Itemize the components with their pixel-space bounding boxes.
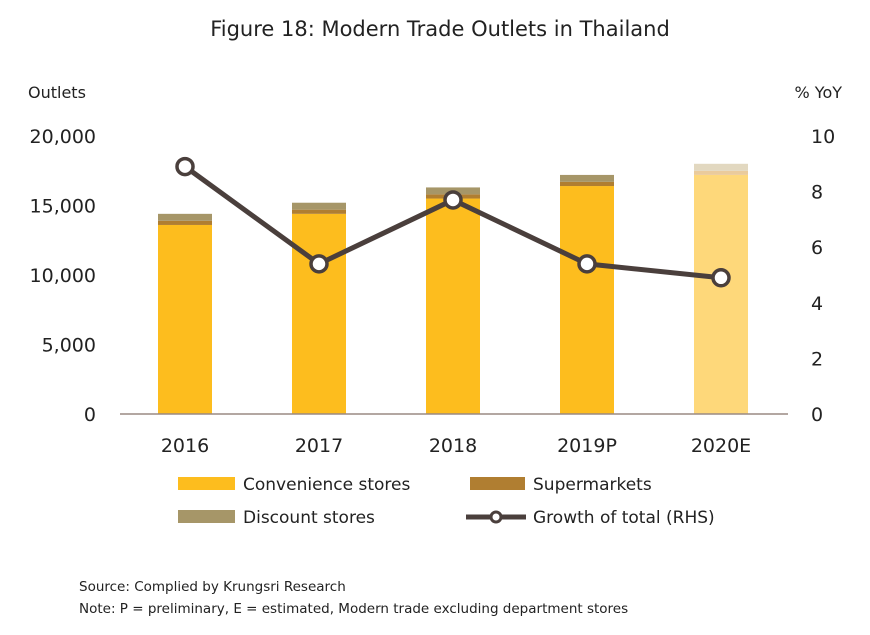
legend-swatch-convenience: [178, 477, 235, 490]
bar-discount-stores-2017: [292, 202, 346, 210]
category-label: 2016: [161, 435, 209, 457]
right-tick-label: 2: [811, 348, 823, 370]
bar-supermarkets-2017: [292, 209, 346, 214]
bar-convenience-stores-2016: [158, 224, 212, 414]
category-label: 2017: [295, 435, 343, 457]
right-axis-label: % YoY: [795, 83, 843, 102]
right-tick-label: 8: [811, 182, 823, 204]
bar-convenience-stores-2020e: [694, 174, 748, 414]
left-tick-label: 10,000: [30, 265, 96, 287]
legend-label-growth: Growth of total (RHS): [533, 508, 715, 528]
growth-point-2016: [175, 156, 195, 177]
bar-convenience-stores-2018: [426, 198, 480, 414]
source-note: Source: Complied by Krungsri Research: [79, 579, 346, 595]
legend-swatch-supermarkets: [470, 477, 525, 490]
legend-label-discount: Discount stores: [243, 508, 375, 528]
bar-supermarkets-2019p: [560, 181, 614, 187]
left-tick-label: 5,000: [42, 335, 96, 357]
left-tick-label: 20,000: [30, 126, 96, 148]
left-axis-label: Outlets: [28, 83, 86, 102]
right-axis-ticks: 0 2 4 6 8 10: [811, 126, 835, 426]
left-tick-label: 0: [84, 404, 96, 426]
legend-label-convenience: Convenience stores: [243, 475, 411, 495]
legend-swatch-discount: [178, 510, 235, 523]
bar-supermarkets-2016: [158, 220, 212, 225]
legend-swatch-growth-marker: [489, 510, 503, 524]
category-label: 2019P: [557, 435, 617, 457]
category-label: 2018: [429, 435, 477, 457]
bar-discount-stores-2019p: [560, 174, 614, 182]
chart-title: Figure 18: Modern Trade Outlets in Thail…: [210, 17, 670, 41]
right-tick-label: 6: [811, 237, 823, 259]
bar-discount-stores-2016: [158, 213, 212, 221]
legend: Convenience stores Supermarkets Discount…: [178, 475, 715, 528]
left-tick-label: 15,000: [30, 196, 96, 218]
bar-convenience-stores-2017: [292, 213, 346, 414]
bars: [158, 163, 748, 414]
right-tick-label: 0: [811, 404, 823, 426]
right-tick-label: 10: [811, 126, 835, 148]
growth-point-2017: [309, 254, 329, 274]
bar-supermarkets-2020e: [694, 170, 748, 175]
legend-label-supermarkets: Supermarkets: [533, 475, 652, 495]
bar-discount-stores-2020e: [694, 163, 748, 171]
growth-point-2019p: [577, 254, 597, 274]
bar-convenience-stores-2019p: [560, 186, 614, 414]
footnote: Note: P = preliminary, E = estimated, Mo…: [79, 601, 628, 617]
category-label: 2020E: [691, 435, 751, 457]
category-labels: 2016 2017 2018 2019P 2020E: [161, 435, 751, 457]
left-axis-ticks: 0 5,000 10,000 15,000 20,000: [30, 126, 96, 426]
right-tick-label: 4: [811, 293, 823, 315]
growth-point-2018: [443, 190, 463, 210]
growth-line: [175, 156, 731, 288]
growth-point-2020e: [711, 268, 731, 288]
